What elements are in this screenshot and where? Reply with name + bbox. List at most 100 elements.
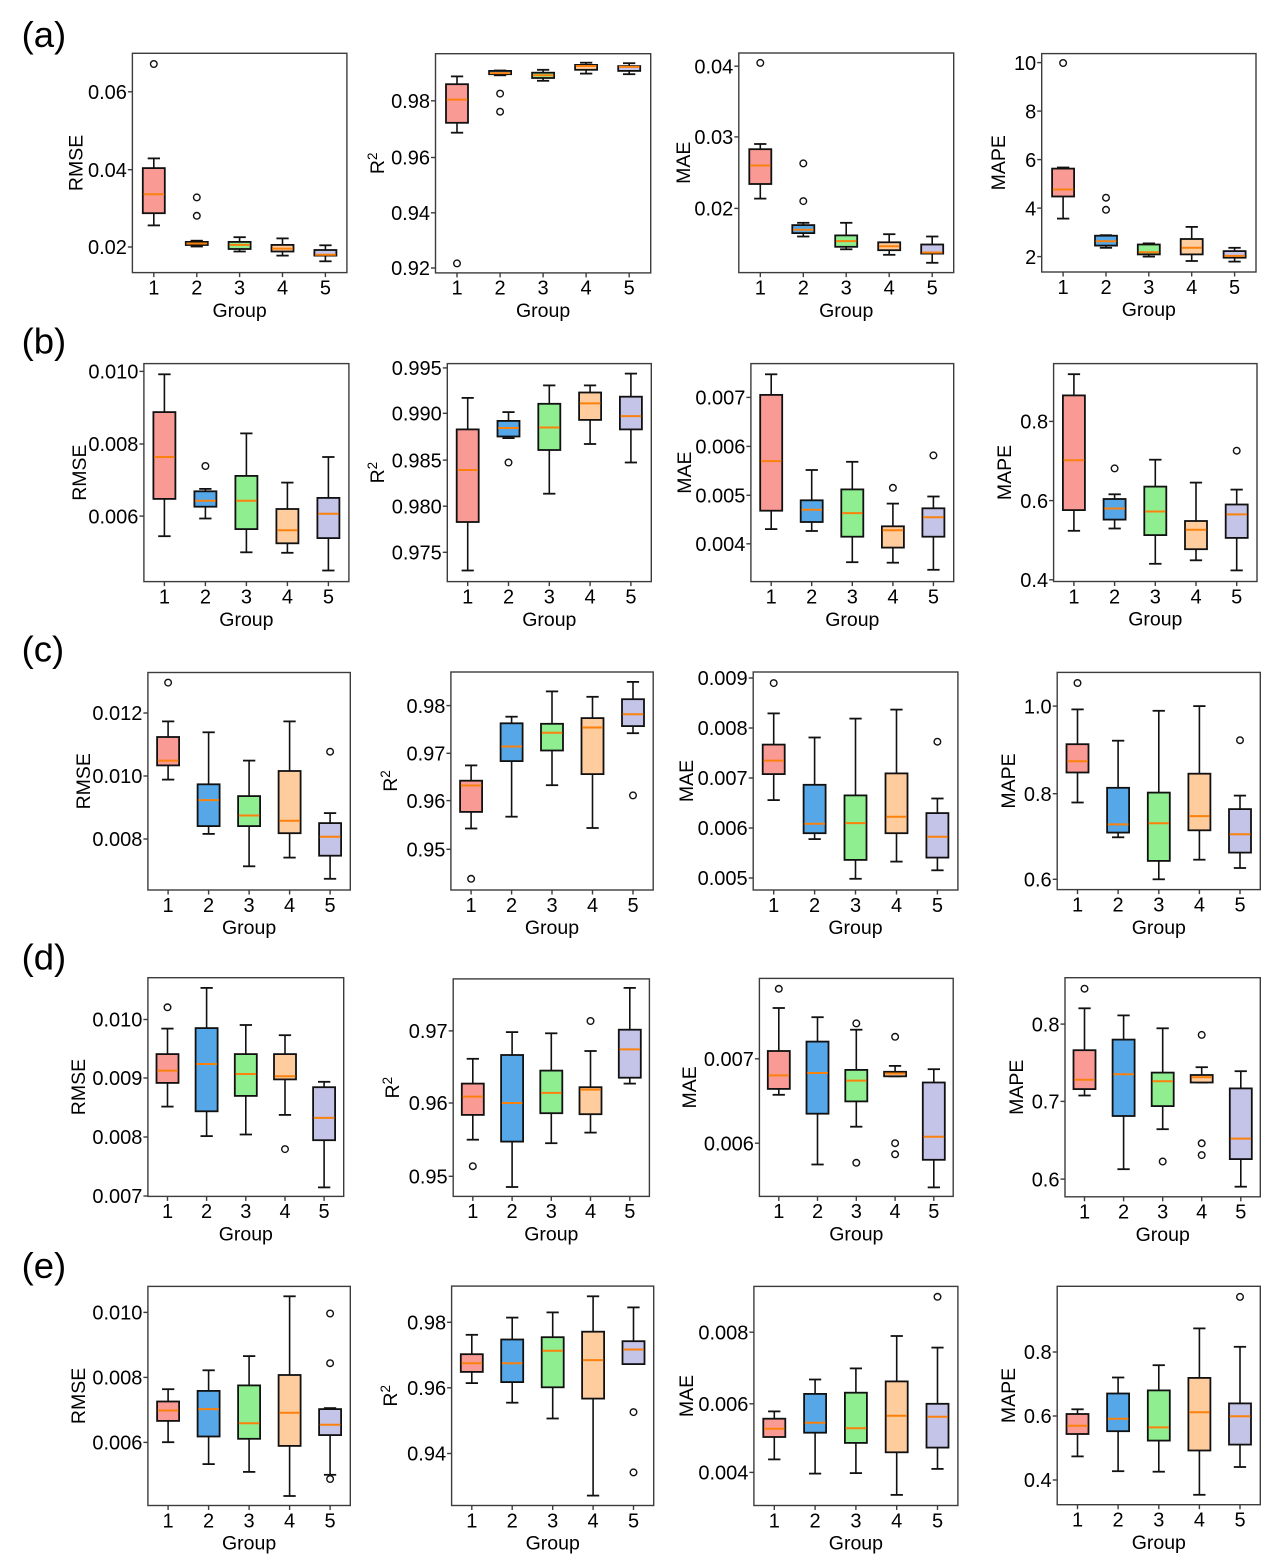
svg-text:5: 5 [325, 895, 336, 917]
svg-text:2: 2 [1100, 277, 1111, 299]
svg-text:3: 3 [234, 277, 245, 299]
svg-text:Group: Group [1136, 1224, 1190, 1246]
svg-text:Group: Group [1132, 917, 1186, 939]
svg-text:1: 1 [1072, 894, 1083, 916]
svg-text:(c): (c) [22, 629, 65, 670]
svg-text:(a): (a) [22, 14, 67, 55]
svg-text:5: 5 [928, 586, 939, 608]
svg-text:3: 3 [544, 586, 555, 608]
svg-text:0.007: 0.007 [695, 388, 745, 410]
svg-text:5: 5 [627, 895, 638, 917]
svg-text:2: 2 [191, 277, 202, 299]
svg-text:MAPE: MAPE [1006, 1060, 1028, 1115]
svg-text:Group: Group [828, 917, 882, 939]
svg-text:2: 2 [507, 1510, 518, 1532]
svg-text:0.004: 0.004 [695, 534, 745, 556]
svg-text:4: 4 [1196, 1202, 1207, 1224]
svg-text:3: 3 [850, 1510, 861, 1532]
svg-text:2: 2 [1118, 1202, 1129, 1224]
svg-text:RMSE: RMSE [73, 753, 95, 809]
svg-text:MAPE: MAPE [994, 445, 1016, 500]
svg-text:4: 4 [891, 1510, 902, 1532]
svg-text:4: 4 [585, 586, 596, 608]
svg-text:0.006: 0.006 [695, 437, 745, 459]
svg-text:1: 1 [466, 895, 477, 917]
svg-text:0.010: 0.010 [92, 766, 142, 788]
svg-text:1: 1 [1068, 586, 1079, 608]
svg-text:Group: Group [525, 917, 579, 939]
svg-text:1: 1 [755, 277, 766, 299]
svg-text:Group: Group [222, 1533, 276, 1555]
svg-text:4: 4 [1194, 894, 1205, 916]
svg-text:0.009: 0.009 [92, 1068, 142, 1090]
svg-text:3: 3 [841, 277, 852, 299]
svg-text:Group: Group [829, 1533, 883, 1555]
svg-text:5: 5 [1234, 1510, 1245, 1532]
svg-text:0.8: 0.8 [1024, 784, 1052, 806]
svg-text:1: 1 [159, 586, 170, 608]
svg-text:10: 10 [1014, 53, 1036, 75]
svg-text:0.95: 0.95 [409, 1167, 448, 1189]
svg-text:2: 2 [203, 895, 214, 917]
svg-text:0.92: 0.92 [391, 258, 430, 280]
svg-text:0.8: 0.8 [1032, 1014, 1060, 1036]
svg-text:4: 4 [1186, 277, 1197, 299]
svg-text:Group: Group [1128, 609, 1182, 631]
svg-text:0.6: 0.6 [1024, 870, 1052, 892]
svg-text:2: 2 [203, 1510, 214, 1532]
svg-text:5: 5 [624, 1201, 635, 1223]
svg-text:0.008: 0.008 [698, 1322, 748, 1344]
svg-text:4: 4 [588, 1510, 599, 1532]
svg-text:MAE: MAE [679, 1066, 701, 1108]
svg-text:(d): (d) [22, 937, 67, 978]
svg-text:5: 5 [624, 278, 635, 300]
svg-text:0.009: 0.009 [698, 668, 748, 690]
svg-text:0.8: 0.8 [1020, 412, 1048, 434]
svg-text:R2: R2 [365, 462, 389, 484]
svg-text:MAE: MAE [673, 142, 695, 184]
svg-text:0.007: 0.007 [92, 1186, 142, 1208]
svg-text:MAE: MAE [676, 760, 698, 802]
svg-text:5: 5 [928, 1201, 939, 1223]
svg-text:2: 2 [810, 1510, 821, 1532]
svg-text:3: 3 [1157, 1202, 1168, 1224]
svg-text:5: 5 [932, 1510, 943, 1532]
svg-text:0.4: 0.4 [1020, 570, 1048, 592]
svg-text:2: 2 [812, 1201, 823, 1223]
svg-text:RMSE: RMSE [68, 1059, 90, 1115]
svg-text:0.008: 0.008 [92, 1368, 142, 1390]
svg-text:0.98: 0.98 [406, 696, 445, 718]
svg-text:4: 4 [887, 586, 898, 608]
svg-text:2: 2 [1109, 586, 1120, 608]
svg-text:1: 1 [769, 1510, 780, 1532]
svg-text:3: 3 [851, 1201, 862, 1223]
svg-text:1: 1 [163, 1510, 174, 1532]
svg-text:0.06: 0.06 [88, 82, 127, 104]
svg-text:4: 4 [282, 586, 293, 608]
svg-text:0.008: 0.008 [92, 1127, 142, 1149]
svg-text:0.975: 0.975 [392, 543, 442, 565]
svg-text:2: 2 [1025, 247, 1036, 269]
svg-text:3: 3 [1153, 894, 1164, 916]
svg-text:1: 1 [163, 895, 174, 917]
svg-text:0.97: 0.97 [409, 1021, 448, 1043]
svg-text:5: 5 [1229, 277, 1240, 299]
svg-text:RMSE: RMSE [68, 1368, 90, 1424]
svg-text:2: 2 [200, 586, 211, 608]
svg-text:4: 4 [890, 1201, 901, 1223]
svg-text:4: 4 [1025, 198, 1036, 220]
svg-text:0.006: 0.006 [92, 1433, 142, 1455]
svg-text:5: 5 [927, 277, 938, 299]
svg-text:6: 6 [1025, 150, 1036, 172]
svg-text:1: 1 [162, 1201, 173, 1223]
svg-text:0.990: 0.990 [392, 404, 442, 426]
svg-text:0.6: 0.6 [1032, 1169, 1060, 1191]
svg-text:0.010: 0.010 [88, 362, 138, 384]
svg-text:3: 3 [240, 1201, 251, 1223]
svg-text:3: 3 [538, 278, 549, 300]
svg-text:RMSE: RMSE [66, 135, 88, 191]
svg-text:R2: R2 [380, 1077, 404, 1099]
svg-text:MAPE: MAPE [998, 1368, 1020, 1423]
svg-text:8: 8 [1025, 101, 1036, 123]
svg-text:1: 1 [462, 586, 473, 608]
